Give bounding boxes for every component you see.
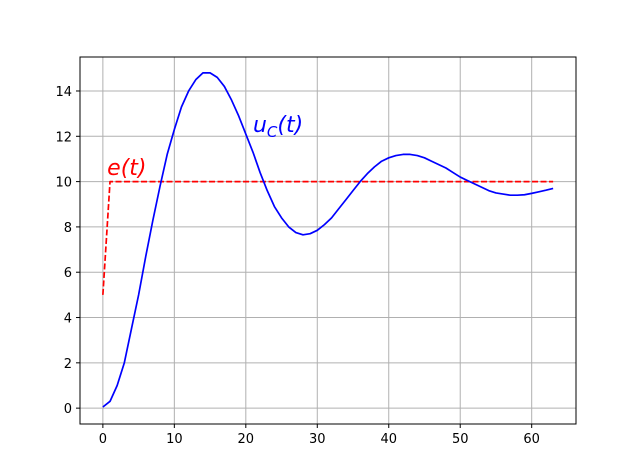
y-tick-label: 10 [55, 176, 72, 191]
series-label-base: e [107, 156, 121, 181]
series-label-1: uC(t) [253, 113, 303, 141]
plot-background [80, 57, 576, 424]
x-tick-label: 10 [166, 432, 183, 447]
axes-frame [79, 56, 577, 425]
x-tick-label: 30 [309, 432, 326, 447]
series-label-0: e(t) [107, 156, 146, 181]
x-tick-label: 60 [523, 432, 540, 447]
series-line-1 [102, 72, 554, 408]
series-label-subscript: C [267, 123, 278, 141]
ticks: 0 10 20 30 40 50 60 0 2 4 6 8 10 12 14 [55, 85, 540, 447]
x-tick-label: 0 [99, 432, 107, 447]
y-tick-label: 0 [64, 402, 72, 417]
y-tick-label: 4 [64, 312, 72, 327]
y-tick-label: 14 [55, 85, 72, 100]
series-label-base: u [253, 113, 267, 138]
y-tick-label: 6 [64, 266, 72, 281]
series-label-arg: (t) [277, 113, 303, 138]
y-tick-label: 8 [64, 221, 72, 236]
series-label-arg: (t) [121, 156, 147, 181]
x-tick-label: 20 [238, 432, 255, 447]
series-group [102, 72, 554, 408]
x-tick-label: 40 [380, 432, 397, 447]
x-tick-label: 50 [452, 432, 469, 447]
y-tick-label: 12 [55, 130, 72, 145]
y-tick-label: 2 [64, 357, 72, 372]
series-line-0 [102, 180, 554, 295]
series-labels: e(t)uC(t) [107, 113, 303, 181]
